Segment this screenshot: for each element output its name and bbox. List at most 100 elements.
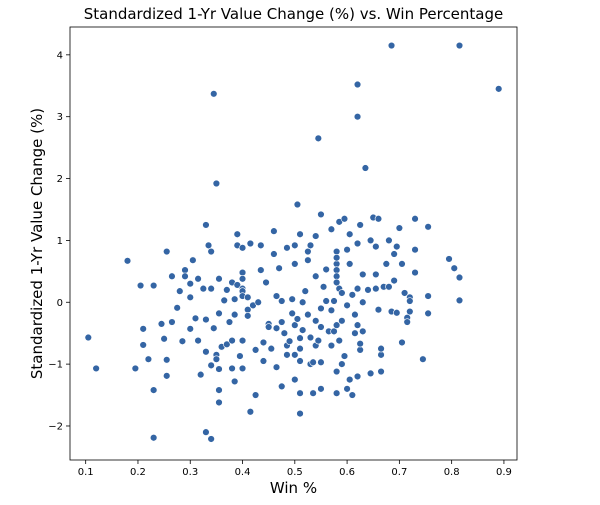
- data-point: [455, 296, 464, 305]
- data-point: [455, 41, 464, 50]
- data-point: [351, 329, 359, 337]
- data-point: [377, 367, 385, 376]
- data-point: [374, 305, 383, 314]
- data-point: [346, 375, 354, 384]
- data-point: [353, 321, 362, 329]
- data-point: [291, 260, 299, 268]
- y-tick-label: −1: [48, 360, 63, 371]
- data-point: [291, 351, 299, 359]
- x-tick-label: 0.2: [130, 467, 146, 478]
- data-point: [406, 307, 414, 316]
- data-point: [293, 200, 302, 209]
- data-point: [131, 364, 140, 373]
- x-tick-label: 0.9: [496, 467, 512, 478]
- data-point: [288, 309, 296, 318]
- data-point: [445, 255, 453, 263]
- data-point: [353, 239, 362, 248]
- data-point: [317, 358, 325, 366]
- data-point: [332, 260, 341, 268]
- x-tick-label: 0.5: [287, 467, 303, 478]
- x-tick-label: 0.3: [182, 467, 198, 478]
- data-point: [304, 247, 312, 256]
- data-point: [181, 272, 189, 280]
- data-point: [390, 276, 398, 285]
- data-point: [343, 385, 351, 393]
- data-point: [372, 270, 380, 279]
- data-point: [230, 310, 239, 319]
- data-point: [351, 310, 359, 319]
- data-point: [298, 326, 307, 334]
- data-point: [246, 239, 255, 248]
- data-point: [398, 338, 406, 347]
- data-point: [270, 250, 278, 258]
- data-point: [207, 361, 215, 370]
- data-point: [139, 341, 147, 349]
- data-point: [332, 254, 341, 262]
- data-point: [238, 268, 247, 277]
- data-point: [267, 344, 275, 353]
- data-point: [296, 334, 304, 342]
- data-point: [296, 389, 304, 397]
- data-point: [291, 375, 299, 384]
- data-point: [186, 293, 194, 302]
- data-point: [403, 318, 411, 326]
- data-point: [353, 284, 362, 293]
- data-point: [312, 317, 320, 325]
- data-point: [272, 292, 281, 300]
- data-point: [361, 164, 370, 172]
- data-point: [356, 221, 364, 229]
- data-point: [257, 266, 265, 274]
- data-point: [343, 245, 351, 254]
- data-point: [330, 327, 338, 336]
- data-point: [322, 297, 330, 305]
- data-point: [296, 230, 304, 238]
- data-point: [202, 428, 210, 436]
- data-point: [382, 260, 390, 268]
- data-point: [348, 291, 357, 299]
- data-point: [199, 284, 208, 293]
- y-tick-label: 4: [57, 50, 63, 61]
- data-point: [194, 336, 202, 345]
- data-point: [385, 236, 393, 245]
- data-point: [353, 372, 362, 381]
- data-point: [353, 80, 362, 89]
- data-point: [251, 391, 260, 399]
- data-point: [455, 273, 464, 282]
- data-point: [317, 323, 325, 331]
- data-point: [398, 260, 406, 268]
- x-tick-label: 0.4: [235, 467, 251, 478]
- data-point: [123, 257, 132, 265]
- data-point: [202, 221, 210, 229]
- data-point: [359, 298, 367, 306]
- data-point: [332, 272, 341, 280]
- data-point: [163, 247, 171, 256]
- data-point: [285, 337, 294, 345]
- data-point: [317, 304, 325, 313]
- data-point: [411, 215, 419, 223]
- data-point: [92, 364, 100, 373]
- data-point: [335, 336, 343, 345]
- data-point: [353, 112, 362, 121]
- data-point: [359, 270, 367, 279]
- data-point: [343, 301, 351, 310]
- data-point: [275, 264, 283, 272]
- data-point: [283, 351, 291, 359]
- data-point: [223, 340, 231, 349]
- data-point: [202, 315, 210, 324]
- data-point: [194, 275, 202, 283]
- data-point: [173, 304, 181, 312]
- data-point: [393, 242, 401, 251]
- data-point: [356, 340, 364, 348]
- data-point: [215, 386, 223, 394]
- data-point: [238, 336, 247, 345]
- data-point: [163, 372, 171, 380]
- data-point: [160, 335, 168, 343]
- data-point: [319, 283, 328, 291]
- data-point: [186, 325, 194, 333]
- data-point: [144, 355, 153, 363]
- data-point: [280, 329, 289, 337]
- data-point: [149, 386, 158, 394]
- data-point: [202, 348, 210, 356]
- data-point: [254, 298, 262, 306]
